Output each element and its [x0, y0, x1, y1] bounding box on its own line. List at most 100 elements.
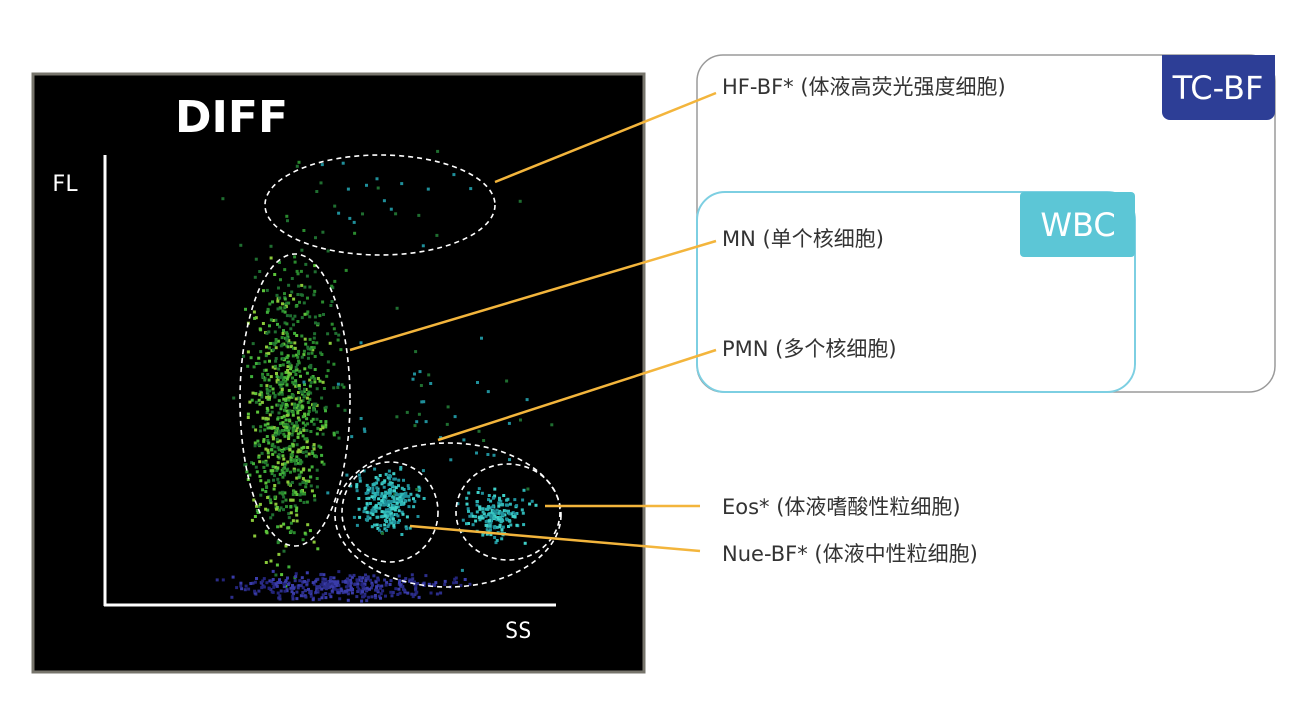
scatter-dot — [277, 429, 281, 433]
scatter-dot — [300, 316, 304, 320]
gate-mn — [239, 253, 351, 547]
scatter-dot — [467, 491, 471, 495]
scatter-dot — [367, 595, 371, 599]
scatter-dot — [281, 332, 285, 335]
scatter-dot — [271, 582, 275, 586]
scatter-dot — [379, 596, 382, 600]
scatter-dot — [498, 498, 501, 502]
scatter-dot — [280, 573, 284, 577]
leader-line — [437, 348, 717, 442]
scatter-dot — [287, 437, 291, 440]
scatter-dot — [271, 319, 275, 322]
scatter-dot — [282, 423, 286, 427]
scatter-dot — [343, 589, 347, 593]
scatter-dot — [306, 578, 310, 582]
scatter-dot — [286, 480, 290, 484]
scatter-dot — [262, 585, 266, 589]
scatter-dot — [292, 424, 296, 428]
scatter-dot — [306, 412, 310, 416]
scatter-dot — [327, 582, 331, 586]
scatter-dot — [269, 256, 273, 260]
scatter-dot — [356, 582, 360, 586]
scatter-dot — [245, 470, 249, 474]
scatter-dot — [265, 581, 269, 585]
scatter-dot — [355, 523, 359, 527]
scatter-dot — [278, 472, 282, 476]
scatter-dot — [304, 450, 308, 454]
scatter-dot — [296, 461, 300, 465]
scatter-dot — [275, 293, 279, 297]
scatter-dot — [297, 352, 300, 356]
scatter-dot — [388, 510, 392, 513]
scatter-dot — [321, 300, 325, 304]
scatter-dot — [302, 229, 306, 232]
scatter-dot — [411, 577, 415, 581]
scatter-dot — [309, 376, 313, 380]
scatter-dot — [328, 592, 332, 596]
scatter-dot — [294, 373, 298, 376]
scatter-dot — [534, 503, 538, 507]
scatter-dot — [274, 338, 278, 341]
scatter-dot — [315, 387, 319, 391]
scatter-dot — [298, 498, 302, 502]
scatter-dot — [250, 461, 254, 465]
scatter-dot — [264, 490, 268, 493]
scatter-dot — [398, 583, 402, 587]
scatter-dot — [378, 474, 382, 477]
scatter-dot — [265, 331, 269, 335]
scatter-dot — [271, 569, 275, 573]
scatter-dot — [265, 411, 269, 414]
scatter-dot — [281, 475, 285, 479]
scatter-dot — [384, 583, 388, 587]
scatter-dot — [302, 467, 306, 471]
scatter-dot — [314, 579, 318, 583]
scatter-dot — [302, 301, 306, 305]
scatter-dot — [303, 531, 307, 535]
scatter-dot — [314, 236, 317, 240]
scatter-dot — [365, 502, 369, 506]
scatter-dot — [303, 367, 307, 371]
scatter-dot — [297, 361, 301, 365]
y-axis-label: FL — [52, 172, 79, 197]
scatter-dot — [304, 454, 308, 458]
scatter-dot — [267, 587, 271, 590]
scatter-dot — [254, 465, 258, 469]
scatter-dot — [262, 577, 266, 581]
scatter-dot — [513, 512, 517, 516]
scatter-dot — [321, 583, 325, 587]
scatter-dot — [253, 534, 257, 538]
scatter-dot — [285, 383, 289, 387]
scatter-dot — [280, 380, 284, 384]
scatter-dot — [312, 346, 316, 350]
scatter-dot — [270, 448, 274, 452]
scatter-dot — [306, 401, 310, 404]
scatter-dot — [266, 307, 270, 311]
scatter-dot — [329, 584, 333, 588]
scatter-dot — [489, 521, 493, 525]
scatter-dot — [280, 404, 283, 408]
scatter-dot — [266, 373, 270, 376]
scatter-dot — [394, 486, 398, 490]
scatter-dot — [366, 485, 370, 489]
scatter-dot — [286, 411, 290, 415]
scatter-dot — [282, 457, 286, 461]
scatter-dot — [289, 341, 293, 345]
scatter-dot — [484, 520, 488, 523]
scatter-dot — [307, 410, 311, 413]
scatter-dot — [386, 503, 390, 507]
scatter-dot — [267, 351, 271, 355]
scatter-dot — [352, 515, 356, 519]
scatter-dot — [495, 518, 499, 522]
scatter-dot — [315, 341, 319, 345]
scatter-dot — [305, 440, 309, 444]
scatter-dot — [296, 411, 300, 415]
scatter-dot — [278, 431, 282, 435]
scatter-dot — [359, 341, 363, 345]
scatter-dot — [248, 400, 252, 404]
scatter-dot — [290, 590, 294, 594]
scatter-dot — [408, 579, 412, 583]
scatter-dot — [521, 498, 525, 502]
scatter-dot — [315, 417, 319, 421]
scatter-dot — [285, 377, 289, 381]
